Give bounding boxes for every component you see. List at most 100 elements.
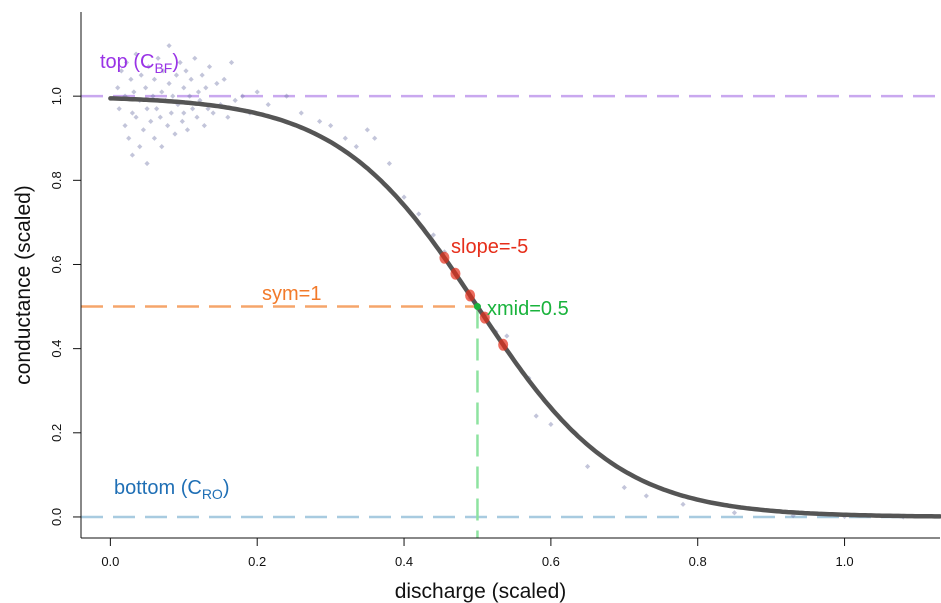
x-tick-label: 0.8 xyxy=(689,554,707,569)
data-point xyxy=(298,110,304,116)
data-point xyxy=(584,463,591,470)
data-point xyxy=(166,43,172,49)
data-point xyxy=(129,152,135,158)
data-point xyxy=(129,110,135,116)
data-point xyxy=(122,123,128,129)
data-point xyxy=(416,211,422,217)
data-point xyxy=(188,76,194,82)
data-point xyxy=(128,76,134,82)
data-point xyxy=(265,101,271,108)
y-tick-label: 0.2 xyxy=(49,424,64,442)
data-point xyxy=(137,144,143,150)
x-tick-label: 0.4 xyxy=(395,554,413,569)
data-point xyxy=(254,89,260,95)
y-tick-label: 0.0 xyxy=(49,508,64,526)
data-point xyxy=(118,68,124,74)
data-point xyxy=(533,413,539,419)
data-point xyxy=(165,123,171,129)
y-tick-label: 0.6 xyxy=(49,255,64,273)
data-point xyxy=(148,118,154,125)
data-point xyxy=(159,89,165,95)
data-point xyxy=(184,127,191,133)
data-point xyxy=(123,59,130,66)
data-point xyxy=(181,85,187,91)
data-point xyxy=(228,59,235,66)
data-point xyxy=(177,59,183,66)
data-point xyxy=(143,85,149,91)
bottom-annotation: bottom (CRO) xyxy=(114,477,229,502)
slope-marker xyxy=(479,311,490,324)
xmid-point xyxy=(473,303,481,311)
x-tick-label: 1.0 xyxy=(836,554,854,569)
top-annotation: top (CBF) xyxy=(100,51,179,76)
y-tick-label: 0.8 xyxy=(49,171,64,189)
data-point xyxy=(621,484,627,491)
data-point xyxy=(159,144,165,150)
data-point xyxy=(206,64,213,70)
data-point xyxy=(317,118,323,125)
data-point xyxy=(181,110,187,116)
data-point xyxy=(151,76,158,82)
data-point xyxy=(548,421,554,427)
data-point xyxy=(145,64,152,70)
slope-marker xyxy=(439,251,450,264)
slope-marker xyxy=(465,289,476,302)
x-axis-title: discharge (scaled) xyxy=(395,580,567,603)
data-point xyxy=(195,89,202,95)
data-point xyxy=(144,106,150,112)
data-point xyxy=(386,160,392,167)
data-point xyxy=(342,135,348,141)
x-tick-label: 0.0 xyxy=(101,554,119,569)
data-point xyxy=(133,51,139,57)
slope-annotation: slope=-5 xyxy=(451,236,528,258)
data-point xyxy=(401,194,407,200)
data-point xyxy=(199,72,205,78)
data-point xyxy=(221,76,227,82)
data-point xyxy=(192,55,198,61)
data-point xyxy=(150,93,156,99)
y-tick-label: 0.4 xyxy=(49,340,64,358)
data-point xyxy=(183,68,189,74)
data-point xyxy=(154,106,160,112)
data-point xyxy=(210,110,216,116)
data-point xyxy=(116,106,122,112)
axis-layer: 0.0 0.2 0.4 0.6 0.8 1.0 0.0 0.2 0.4 0.6 0.8 1.0 disc… xyxy=(12,12,940,603)
sym-annotation: sym=1 xyxy=(262,283,321,305)
data-point xyxy=(157,114,163,120)
data-point xyxy=(126,135,132,141)
data-point xyxy=(731,510,738,516)
x-tick-label: 0.6 xyxy=(542,554,560,569)
fitted-curve xyxy=(108,96,941,519)
data-point xyxy=(214,80,220,87)
data-point xyxy=(194,114,200,120)
data-point xyxy=(225,114,231,120)
data-point xyxy=(232,97,238,103)
data-point xyxy=(203,85,209,91)
y-tick-label: 1.0 xyxy=(49,87,64,105)
data-point xyxy=(173,72,180,78)
slope-marker xyxy=(450,267,461,280)
data-point xyxy=(372,135,378,141)
data-point xyxy=(131,89,137,95)
data-point xyxy=(364,127,370,133)
data-point xyxy=(643,493,649,499)
data-point xyxy=(504,333,510,339)
data-point xyxy=(168,110,174,116)
data-point xyxy=(430,232,437,238)
data-point xyxy=(160,68,166,74)
data-point xyxy=(172,131,178,137)
xmid-annotation: xmid=0.5 xyxy=(487,298,569,320)
data-point xyxy=(151,135,158,141)
x-tick-label: 0.2 xyxy=(248,554,266,569)
data-point xyxy=(138,72,144,78)
data-point xyxy=(133,114,139,120)
data-point xyxy=(115,85,121,91)
data-point xyxy=(353,144,359,150)
data-point xyxy=(170,93,176,99)
data-point xyxy=(179,118,185,125)
data-point xyxy=(283,93,290,99)
data-point xyxy=(144,160,150,167)
data-point xyxy=(680,501,686,507)
y-axis-title: conductance (scaled) xyxy=(12,185,35,385)
